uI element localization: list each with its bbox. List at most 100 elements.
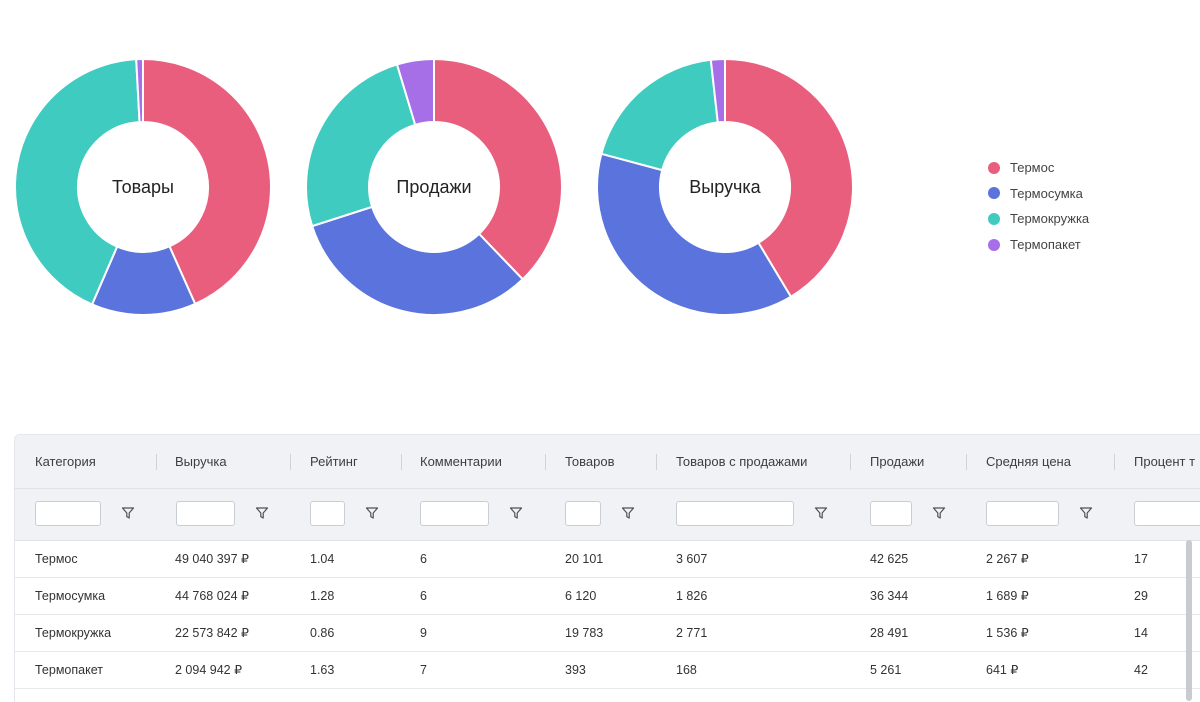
- filter-icon[interactable]: [509, 506, 523, 520]
- filter-icon[interactable]: [365, 506, 379, 520]
- column-filter-input[interactable]: [35, 501, 101, 526]
- table-cell: 2 094 942 ₽: [175, 663, 243, 677]
- table-cell: Термокружка: [35, 626, 112, 640]
- legend-item[interactable]: Термопакет: [988, 232, 1089, 258]
- column-filter-input[interactable]: [986, 501, 1059, 526]
- filter-icon[interactable]: [255, 506, 269, 520]
- filter-icon[interactable]: [1079, 506, 1093, 520]
- table-cell: 44 768 024 ₽: [175, 589, 249, 603]
- column-resizer[interactable]: [401, 454, 402, 470]
- donut-slice[interactable]: [310, 205, 525, 316]
- column-resizer[interactable]: [1114, 454, 1115, 470]
- table-cell: 1.63: [310, 663, 335, 677]
- donut-slice[interactable]: [596, 152, 793, 316]
- filter-icon[interactable]: [121, 506, 135, 520]
- column-header[interactable]: Товаров с продажами: [676, 454, 808, 469]
- vertical-scrollbar[interactable]: [1186, 540, 1192, 701]
- table-cell: 1 689 ₽: [986, 589, 1029, 603]
- legend-item[interactable]: Термос: [988, 155, 1089, 181]
- column-resizer[interactable]: [290, 454, 291, 470]
- donut-slice[interactable]: [142, 57, 272, 306]
- table-cell: 1 536 ₽: [986, 626, 1029, 640]
- grid-header: Категория Выручка Рейтинг Комментарии Товаро…: [15, 435, 1200, 489]
- table-cell: Термос: [35, 552, 78, 566]
- filter-icon[interactable]: [621, 506, 635, 520]
- table-cell: 42 625: [870, 552, 909, 566]
- donut-slice[interactable]: [709, 57, 726, 124]
- table-cell: 29: [1134, 589, 1148, 603]
- legend-label: Термокружка: [1010, 211, 1090, 227]
- table-cell: 5 261: [870, 663, 902, 677]
- table-cell: 6 120: [565, 589, 597, 603]
- donut-center-label: Выручка: [689, 177, 761, 197]
- table-row[interactable]: Термопакет 2 094 942 ₽ 1.63 7 393 168 5 261 641…: [15, 652, 1200, 689]
- donut-center-label: Товары: [112, 177, 174, 197]
- table-cell: 36 344: [870, 589, 909, 603]
- column-header[interactable]: Категория: [35, 454, 96, 469]
- donut-slice[interactable]: [600, 58, 719, 172]
- column-resizer[interactable]: [545, 454, 546, 470]
- table-cell: 6: [420, 589, 427, 603]
- table-cell: 7: [420, 663, 427, 677]
- column-filter-input[interactable]: [870, 501, 912, 526]
- chart-legend: Термос Термосумка Термокружка Термопакет: [988, 155, 1089, 257]
- legend-item[interactable]: Термосумка: [988, 181, 1089, 207]
- column-filter-input[interactable]: [1134, 501, 1200, 526]
- legend-label: Термос: [1010, 160, 1055, 176]
- table-cell: 9: [420, 626, 427, 640]
- donut-slice[interactable]: [305, 63, 417, 228]
- column-header[interactable]: Выручка: [175, 454, 227, 469]
- grid-filter-row: [15, 489, 1200, 541]
- column-header[interactable]: Рейтинг: [310, 454, 358, 469]
- table-cell: 3 607: [676, 552, 708, 566]
- column-filter-input[interactable]: [176, 501, 235, 526]
- donut-center-label: Продажи: [396, 177, 471, 197]
- table-row[interactable]: Термос 49 040 397 ₽ 1.04 6 20 101 3 607 42 625…: [15, 541, 1200, 578]
- filter-icon[interactable]: [814, 506, 828, 520]
- table-row[interactable]: Термокружка 22 573 842 ₽ 0.86 9 19 783 2 771 2…: [15, 615, 1200, 652]
- donut-charts: Товары Продажи Выручка: [14, 57, 854, 316]
- legend-label: Термосумка: [1010, 185, 1083, 201]
- donut-slice[interactable]: [395, 57, 435, 127]
- column-resizer[interactable]: [656, 454, 657, 470]
- table-cell: 641 ₽: [986, 663, 1019, 677]
- column-filter-input[interactable]: [565, 501, 601, 526]
- column-resizer[interactable]: [850, 454, 851, 470]
- column-filter-input[interactable]: [676, 501, 794, 526]
- donut-slice[interactable]: [724, 57, 854, 299]
- legend-dot: [988, 238, 1000, 251]
- column-header[interactable]: Продажи: [870, 454, 925, 469]
- donut-slice[interactable]: [135, 57, 144, 124]
- legend-item[interactable]: Термокружка: [988, 206, 1089, 232]
- column-filter-input[interactable]: [310, 501, 345, 526]
- column-header[interactable]: Процент т: [1134, 454, 1196, 469]
- legend-label: Термопакет: [1010, 237, 1081, 253]
- table-cell: Термопакет: [35, 663, 103, 677]
- table-cell: 2 267 ₽: [986, 552, 1029, 566]
- column-header[interactable]: Товаров: [565, 454, 615, 469]
- table-cell: 1.28: [310, 589, 335, 603]
- donut-slice[interactable]: [433, 57, 563, 281]
- legend-dot: [988, 212, 1000, 225]
- table-cell: 393: [565, 663, 586, 677]
- data-grid: Категория Выручка Рейтинг Комментарии Товаро…: [14, 434, 1200, 702]
- column-resizer[interactable]: [156, 454, 157, 470]
- table-cell: 49 040 397 ₽: [175, 552, 249, 566]
- table-cell: 19 783: [565, 626, 604, 640]
- column-header[interactable]: Комментарии: [420, 454, 502, 469]
- table-cell: Термосумка: [35, 589, 106, 603]
- column-filter-input[interactable]: [420, 501, 489, 526]
- table-cell: 2 771: [676, 626, 708, 640]
- filter-icon[interactable]: [932, 506, 946, 520]
- legend-dot: [988, 161, 1000, 174]
- table-cell: 14: [1134, 626, 1148, 640]
- table-row[interactable]: Термосумка 44 768 024 ₽ 1.28 6 6 120 1 826 36 …: [15, 578, 1200, 615]
- donut-slice[interactable]: [14, 58, 141, 306]
- table-cell: 0.86: [310, 626, 335, 640]
- table-cell: 6: [420, 552, 427, 566]
- column-header[interactable]: Средняя цена: [986, 454, 1071, 469]
- column-resizer[interactable]: [966, 454, 967, 470]
- table-cell: 17: [1134, 552, 1148, 566]
- grid-body: Термос 49 040 397 ₽ 1.04 6 20 101 3 607 42 625…: [15, 541, 1200, 689]
- table-cell: 28 491: [870, 626, 909, 640]
